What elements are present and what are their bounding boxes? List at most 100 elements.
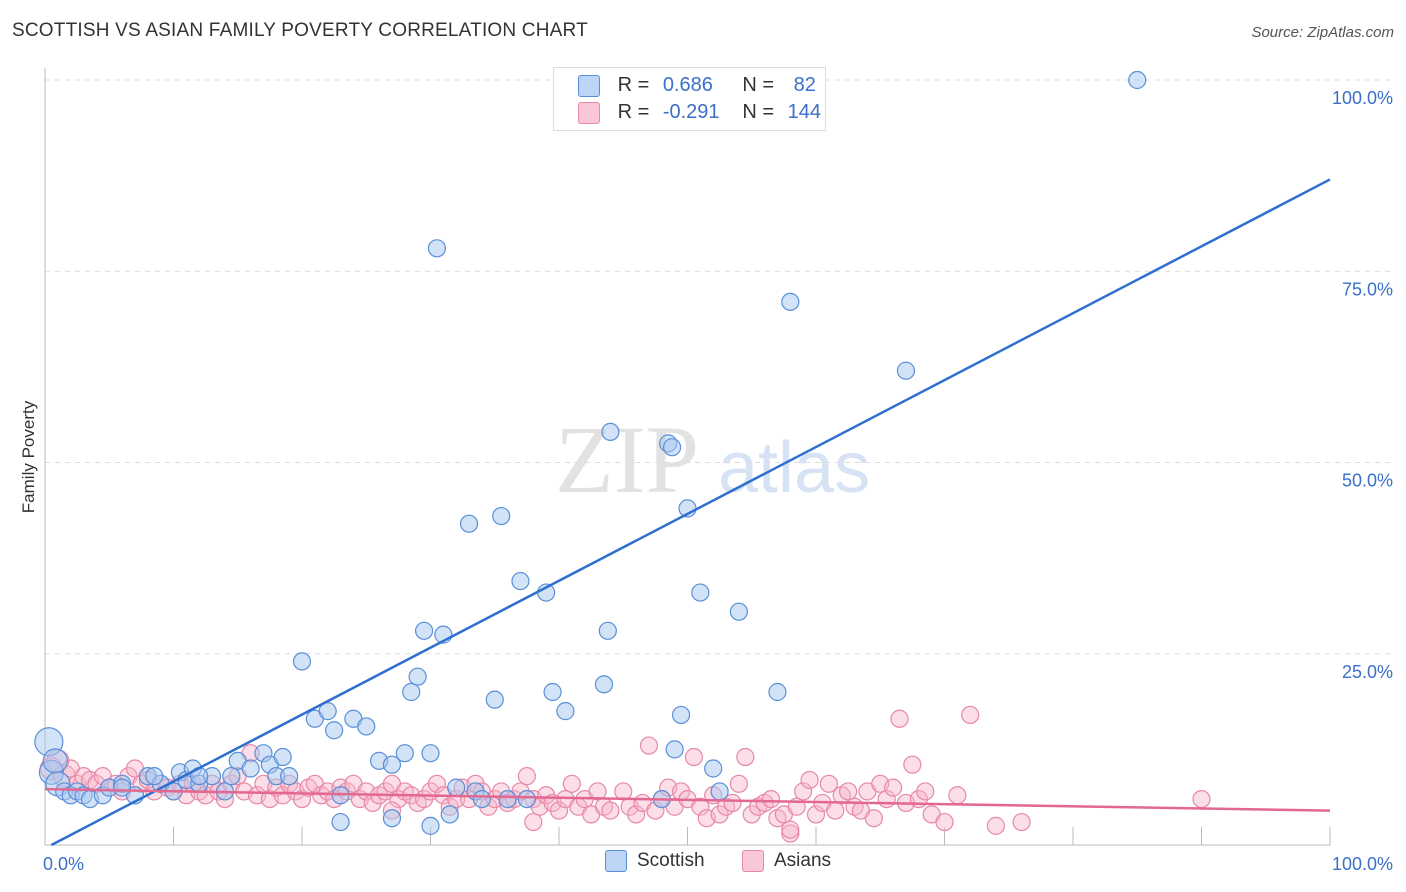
asian-point [890,709,909,728]
scottish-point [665,740,684,759]
asian-point [729,774,749,793]
scottish-point [241,759,260,778]
series-legend-asians[interactable]: Asians [742,850,831,872]
asian-point [916,782,935,801]
series-legend-scottish[interactable]: Scottish [605,850,705,872]
asian-point [1192,789,1211,809]
scottish-point [440,805,459,824]
scottish-point [598,621,617,640]
legend-n-value-asians: 144 [787,101,821,123]
scottish-point [395,744,414,763]
asian-point [736,747,755,767]
scottish-point [447,778,466,797]
series-label-asians: Asians [774,850,832,872]
scottish-point [222,767,241,786]
legend-n-label: N = [742,101,775,123]
asian-point [562,774,581,793]
scottish-point [414,621,434,640]
y-tick-label: 25.0% [1342,662,1393,682]
scottish-point [382,755,402,774]
scottish-point [325,721,344,740]
legend-row-scottish: R = 0.686 N = 82 [578,74,816,100]
scottish-point [280,767,299,786]
scottish-point [421,744,440,763]
scottish-point [768,682,787,702]
x-tick-label: 0.0% [43,854,84,874]
scottish-point [145,767,164,786]
asian-point [614,782,633,801]
asian-point [794,782,813,801]
chart-title: SCOTTISH VS ASIAN FAMILY POVERTY CORRELA… [12,20,588,41]
scottish-point [485,690,504,709]
scottish-point [402,682,421,702]
asian-point [723,793,742,813]
asian-point [626,805,646,824]
scottish-point [691,583,710,602]
legend-r-value-scottish: 0.686 [662,74,713,96]
scottish-point [710,782,729,801]
asian-point [826,801,845,820]
y-tick-label: 75.0% [1342,279,1393,299]
asian-point [549,801,569,820]
asian-point [292,789,312,809]
asian-point [883,778,903,797]
scottish-point [427,239,447,258]
scottish-point [318,702,337,721]
asian-point [427,774,447,793]
scottish-point [704,759,723,778]
asian-trendline [44,787,1331,812]
scottish-point [273,747,292,767]
correlation-legend: R = 0.686 N = 82 R = -0.291 N = 144 [553,67,826,131]
scottish-point [896,361,916,380]
scottish-point [331,812,350,832]
asian-point [948,786,967,805]
asian-point [691,797,710,816]
legend-r-label: R = [617,101,650,123]
legend-swatch-scottish [578,74,600,97]
scottish-point [498,789,517,809]
scottish-point [292,652,312,671]
legend-row-asians: R = -0.291 N = 144 [578,101,821,127]
watermark-atlas: atlas [718,428,870,508]
scottish-point [729,602,749,621]
asian-point [601,801,620,820]
series-label-scottish: Scottish [637,850,705,872]
asian-point [986,816,1006,835]
asian-point [517,767,536,786]
y-tick-label: 50.0% [1342,471,1393,491]
scottish-point [112,778,132,797]
scottish-point [671,705,691,725]
legend-swatch-asians [578,101,600,124]
legend-n-label: N = [742,74,775,96]
scottish-point [594,675,614,694]
series-swatch-scottish [605,850,627,872]
asian-point [839,782,858,801]
scottish-trendline [50,178,1331,847]
y-tick-label: 100.0% [1332,88,1393,108]
legend-n-value-scottish: 82 [793,74,816,96]
x-tick-label: 100.0% [1332,854,1393,874]
asian-point [524,812,543,832]
watermark-zip: ZIP [555,406,699,513]
asian-point [800,770,819,790]
scottish-point [42,748,68,774]
asian-point [935,812,954,832]
scottish-point [459,514,479,533]
scottish-point [517,789,536,809]
asian-point [864,809,883,828]
scottish-point [408,667,427,686]
source-label: Source: ZipAtlas.com [1251,24,1394,41]
scottish-point [601,422,620,441]
scottish-point [382,809,402,828]
legend-r-value-asians: -0.291 [662,101,720,123]
asian-point [761,789,781,809]
scottish-point [662,438,682,457]
asian-point [781,820,800,839]
legend-r-label: R = [617,74,650,96]
y-axis-title: Family Poverty [19,400,38,513]
scottish-point [472,789,491,809]
scottish-point [492,506,511,526]
asian-point [684,747,704,767]
scottish-point [543,682,562,702]
